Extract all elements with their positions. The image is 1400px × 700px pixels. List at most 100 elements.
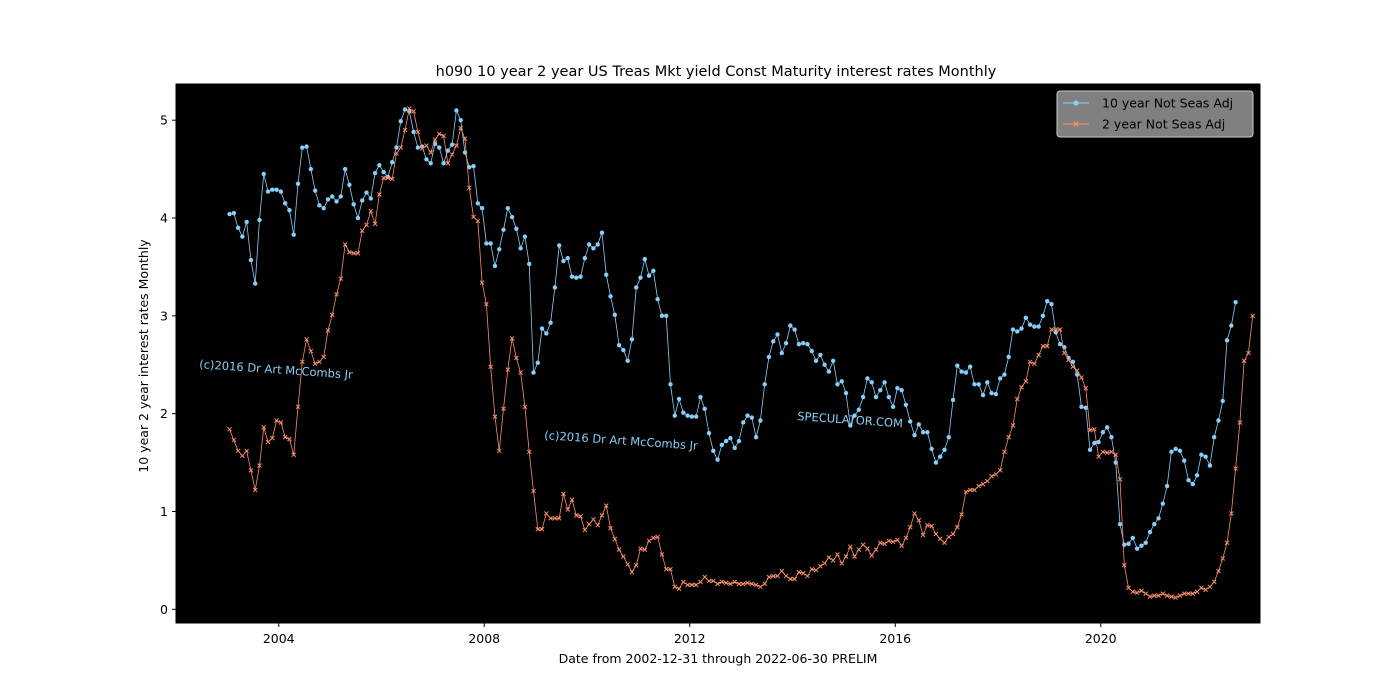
data-point (492, 414, 498, 419)
data-point (582, 527, 588, 533)
data-point (1169, 594, 1174, 599)
data-point (680, 579, 686, 585)
data-point (920, 532, 926, 538)
data-point (458, 117, 463, 123)
data-point (1032, 324, 1037, 329)
data-point (634, 285, 639, 290)
data-point (599, 230, 605, 235)
data-point (484, 301, 489, 307)
data-point (1164, 593, 1170, 598)
data-point (573, 513, 579, 518)
data-point (895, 386, 900, 391)
data-point (723, 580, 729, 586)
data-point (689, 582, 695, 588)
data-point (1014, 396, 1020, 402)
data-point (749, 581, 755, 587)
data-point (1036, 352, 1042, 358)
data-point (484, 241, 489, 246)
data-point (813, 358, 819, 364)
data-point (1182, 458, 1187, 463)
data-point (1104, 425, 1110, 430)
data-point (1203, 454, 1208, 459)
data-point (479, 206, 485, 211)
data-point (1049, 327, 1054, 332)
data-point (1122, 542, 1127, 547)
data-point (1151, 593, 1157, 598)
data-point (1070, 359, 1076, 365)
data-point (398, 118, 403, 124)
data-point (852, 413, 857, 418)
data-point (847, 544, 853, 550)
data-point (997, 468, 1003, 473)
data-point (1091, 426, 1097, 432)
data-point (334, 199, 339, 204)
data-point (1109, 449, 1114, 455)
data-point (454, 108, 459, 113)
data-point (1156, 516, 1161, 521)
data-point (518, 246, 523, 251)
x-axis-label: Date from 2002-12-31 through 2022-06-30 … (559, 651, 878, 666)
data-point (651, 268, 656, 274)
data-point (809, 348, 814, 354)
data-point (638, 275, 643, 280)
data-point (801, 341, 806, 346)
data-point (1134, 590, 1140, 596)
data-point (269, 435, 275, 441)
data-point (1092, 440, 1097, 446)
data-point (1036, 324, 1041, 329)
data-point (1207, 463, 1213, 468)
data-point (770, 573, 776, 579)
data-point (1211, 434, 1217, 440)
data-point (638, 546, 643, 552)
data-point (860, 542, 866, 548)
data-point (745, 413, 750, 418)
data-point (1164, 483, 1170, 489)
data-point (608, 294, 613, 299)
data-point (535, 526, 541, 532)
data-point (865, 546, 870, 552)
data-point (1156, 593, 1161, 598)
data-point (449, 152, 455, 157)
data-point (569, 497, 575, 503)
data-point (398, 145, 404, 150)
data-point (1053, 330, 1058, 335)
legend-marker-2-year (1073, 121, 1079, 127)
data-point (355, 215, 361, 221)
data-point (830, 358, 836, 364)
data-point (360, 198, 365, 203)
data-point (539, 526, 545, 532)
data-point (955, 363, 960, 368)
data-point (1070, 364, 1076, 370)
data-point (839, 379, 844, 384)
data-point (1203, 587, 1208, 593)
data-point (381, 169, 386, 175)
data-point (728, 435, 733, 441)
data-point (458, 125, 464, 131)
data-point (912, 511, 917, 516)
data-point (599, 513, 605, 518)
data-point (565, 255, 570, 261)
data-point (1224, 338, 1230, 343)
data-point (406, 106, 412, 111)
data-point (1015, 329, 1020, 334)
data-point (822, 560, 827, 566)
data-point (591, 516, 596, 522)
data-point (475, 201, 481, 206)
data-point (488, 241, 493, 246)
data-point (338, 276, 344, 282)
data-point (282, 201, 288, 206)
data-point (753, 434, 759, 440)
data-point (454, 143, 459, 148)
data-point (1010, 423, 1016, 428)
data-point (1139, 588, 1144, 594)
data-point (351, 202, 356, 207)
data-point (1032, 361, 1037, 367)
data-point (244, 219, 249, 225)
data-point (574, 275, 579, 280)
data-point (1190, 481, 1195, 487)
data-point (424, 143, 429, 148)
data-point (1057, 327, 1063, 332)
data-point (261, 171, 266, 177)
data-point (655, 534, 660, 540)
data-point (1229, 323, 1234, 328)
